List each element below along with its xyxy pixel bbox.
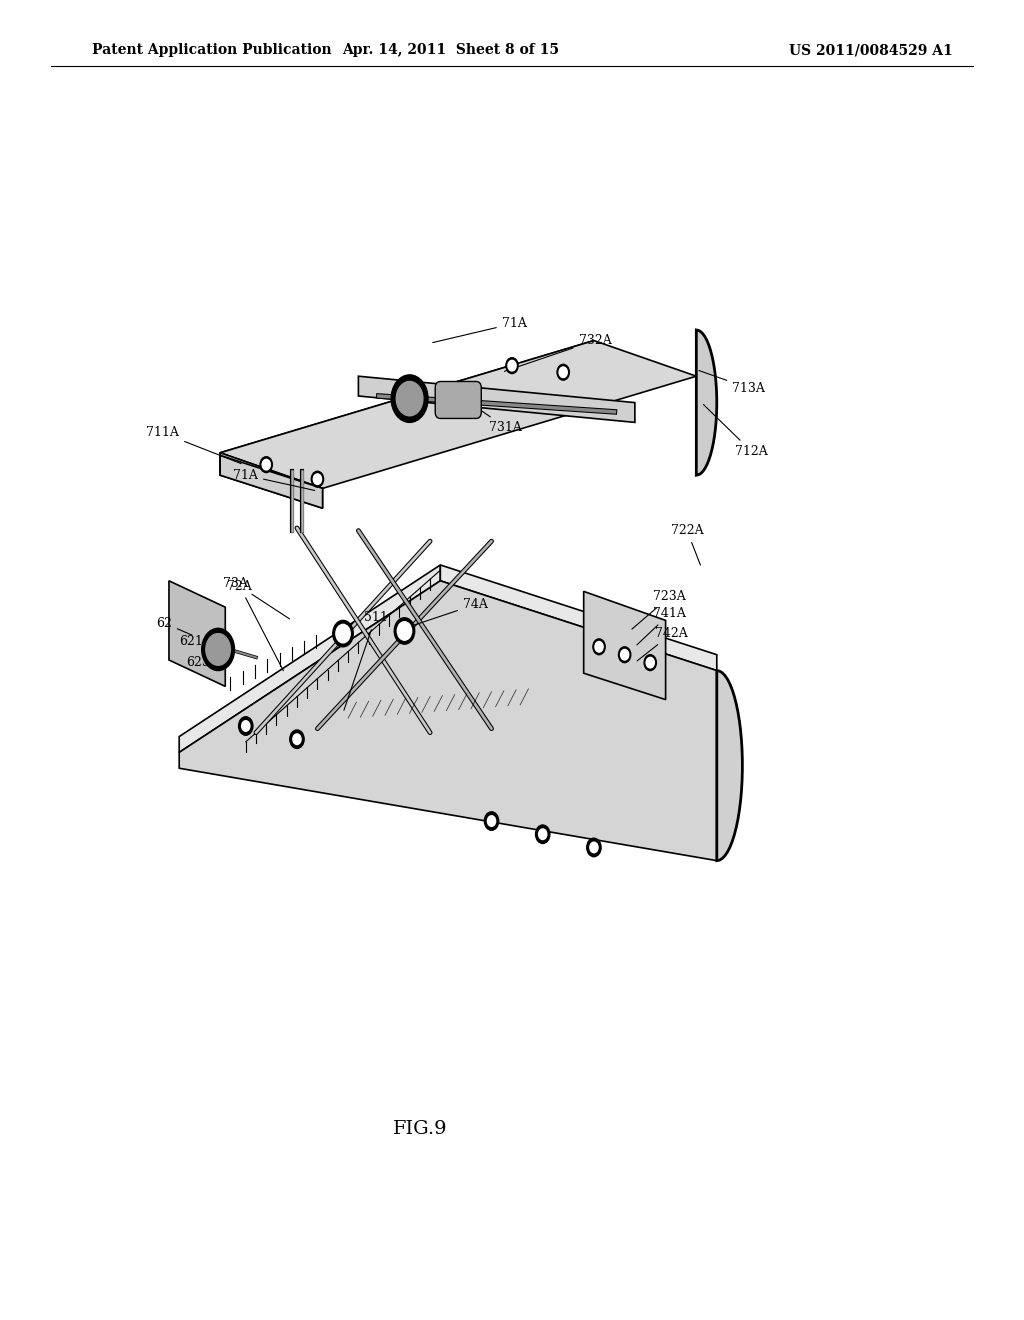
Circle shape (557, 364, 569, 380)
Polygon shape (169, 581, 225, 686)
Circle shape (313, 474, 322, 484)
Text: 73A: 73A (223, 577, 290, 619)
Circle shape (506, 358, 518, 374)
FancyBboxPatch shape (435, 381, 481, 418)
Circle shape (536, 825, 550, 843)
Circle shape (260, 457, 272, 473)
Text: 71A: 71A (433, 317, 526, 343)
Circle shape (242, 721, 250, 731)
Text: 722A: 722A (671, 524, 703, 565)
Circle shape (590, 842, 598, 853)
Text: Patent Application Publication: Patent Application Publication (92, 44, 332, 57)
Text: FIG.9: FIG.9 (392, 1119, 447, 1138)
Polygon shape (220, 341, 696, 488)
Circle shape (239, 717, 253, 735)
Circle shape (311, 471, 324, 487)
Circle shape (391, 375, 428, 422)
Polygon shape (220, 341, 594, 475)
Circle shape (394, 618, 415, 644)
Text: 741A: 741A (637, 607, 686, 645)
Circle shape (618, 647, 631, 663)
Circle shape (621, 649, 629, 660)
Text: 732A: 732A (505, 334, 611, 371)
Circle shape (487, 816, 496, 826)
Circle shape (508, 360, 516, 371)
Polygon shape (179, 565, 440, 752)
Circle shape (202, 628, 234, 671)
Text: 742A: 742A (637, 627, 688, 661)
Circle shape (587, 838, 601, 857)
Text: 74A: 74A (408, 598, 487, 627)
Text: 711A: 711A (146, 426, 241, 463)
Text: 62: 62 (156, 616, 193, 635)
Text: 511: 511 (344, 611, 387, 710)
Polygon shape (584, 591, 666, 700)
Circle shape (293, 734, 301, 744)
Circle shape (593, 639, 605, 655)
Text: 71A: 71A (233, 469, 314, 491)
Text: 713A: 713A (699, 371, 765, 395)
Circle shape (484, 812, 499, 830)
Polygon shape (220, 455, 323, 508)
Text: 712A: 712A (703, 404, 768, 458)
Circle shape (539, 829, 547, 840)
Polygon shape (220, 453, 323, 508)
Circle shape (644, 655, 656, 671)
Text: 723A: 723A (632, 590, 686, 630)
Circle shape (290, 730, 304, 748)
Text: 621: 621 (179, 635, 215, 648)
Circle shape (336, 624, 350, 643)
Polygon shape (440, 565, 717, 671)
Circle shape (646, 657, 654, 668)
Polygon shape (717, 671, 742, 861)
Text: 731A: 731A (468, 401, 522, 434)
Text: 623: 623 (186, 656, 227, 669)
Polygon shape (179, 581, 717, 861)
Circle shape (595, 642, 603, 652)
Circle shape (262, 459, 270, 470)
Circle shape (333, 620, 353, 647)
Polygon shape (696, 330, 717, 475)
Text: 72A: 72A (227, 579, 284, 671)
Text: Apr. 14, 2011  Sheet 8 of 15: Apr. 14, 2011 Sheet 8 of 15 (342, 44, 559, 57)
Circle shape (396, 381, 423, 416)
Text: US 2011/0084529 A1: US 2011/0084529 A1 (788, 44, 952, 57)
Circle shape (559, 367, 567, 378)
Circle shape (206, 634, 230, 665)
Circle shape (397, 622, 412, 640)
Polygon shape (358, 376, 635, 422)
